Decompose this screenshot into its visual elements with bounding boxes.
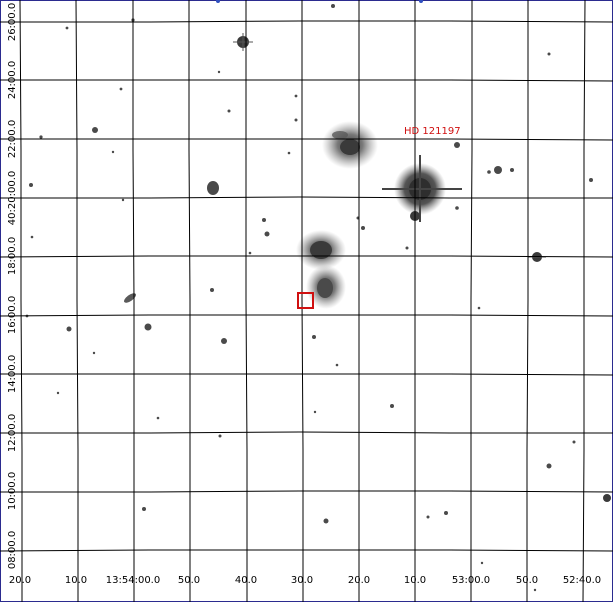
x-tick-label: 30.0 [291,575,313,586]
x-tick-label: 13:54:00.0 [106,575,160,586]
annotation-label: HD 121197 [404,126,461,137]
edge-marker [216,0,220,3]
x-tick-label: 20.0 [9,575,31,586]
x-tick-label: 50.0 [178,575,200,586]
galaxy-small [207,181,219,195]
x-axis-labels: 20.0 10.0 13:54:00.0 50.0 40.0 30.0 20.0… [9,575,601,586]
x-tick-label: 50.0 [516,575,538,586]
y-tick-label: 14:00.0 [7,355,18,393]
galaxy-edge-on [124,293,136,303]
y-tick-label: 10:00.0 [7,472,18,510]
x-tick-label: 10.0 [404,575,426,586]
y-tick-label: 22:00.0 [7,120,18,158]
x-tick-label: 20.0 [348,575,370,586]
y-tick-label: 18:00.0 [7,237,18,275]
y-tick-label: 26:00.0 [7,3,18,41]
y-tick-label: 08:00.0 [7,531,18,569]
y-tick-label: 24:00.0 [7,61,18,99]
x-tick-label: 40.0 [235,575,257,586]
edge-marker [419,0,423,3]
y-tick-label: 40:20:00.0 [7,171,18,225]
y-tick-label: 12:00.0 [7,414,18,452]
region-box[interactable] [297,292,314,309]
x-tick-label: 10.0 [65,575,87,586]
x-tick-label: 53:00.0 [452,575,490,586]
y-tick-label: 16:00.0 [7,296,18,334]
x-tick-label: 52:40.0 [563,575,601,586]
y-axis-labels: 26:00.0 24:00.0 22:00.0 40:20:00.0 18:00… [7,3,18,569]
